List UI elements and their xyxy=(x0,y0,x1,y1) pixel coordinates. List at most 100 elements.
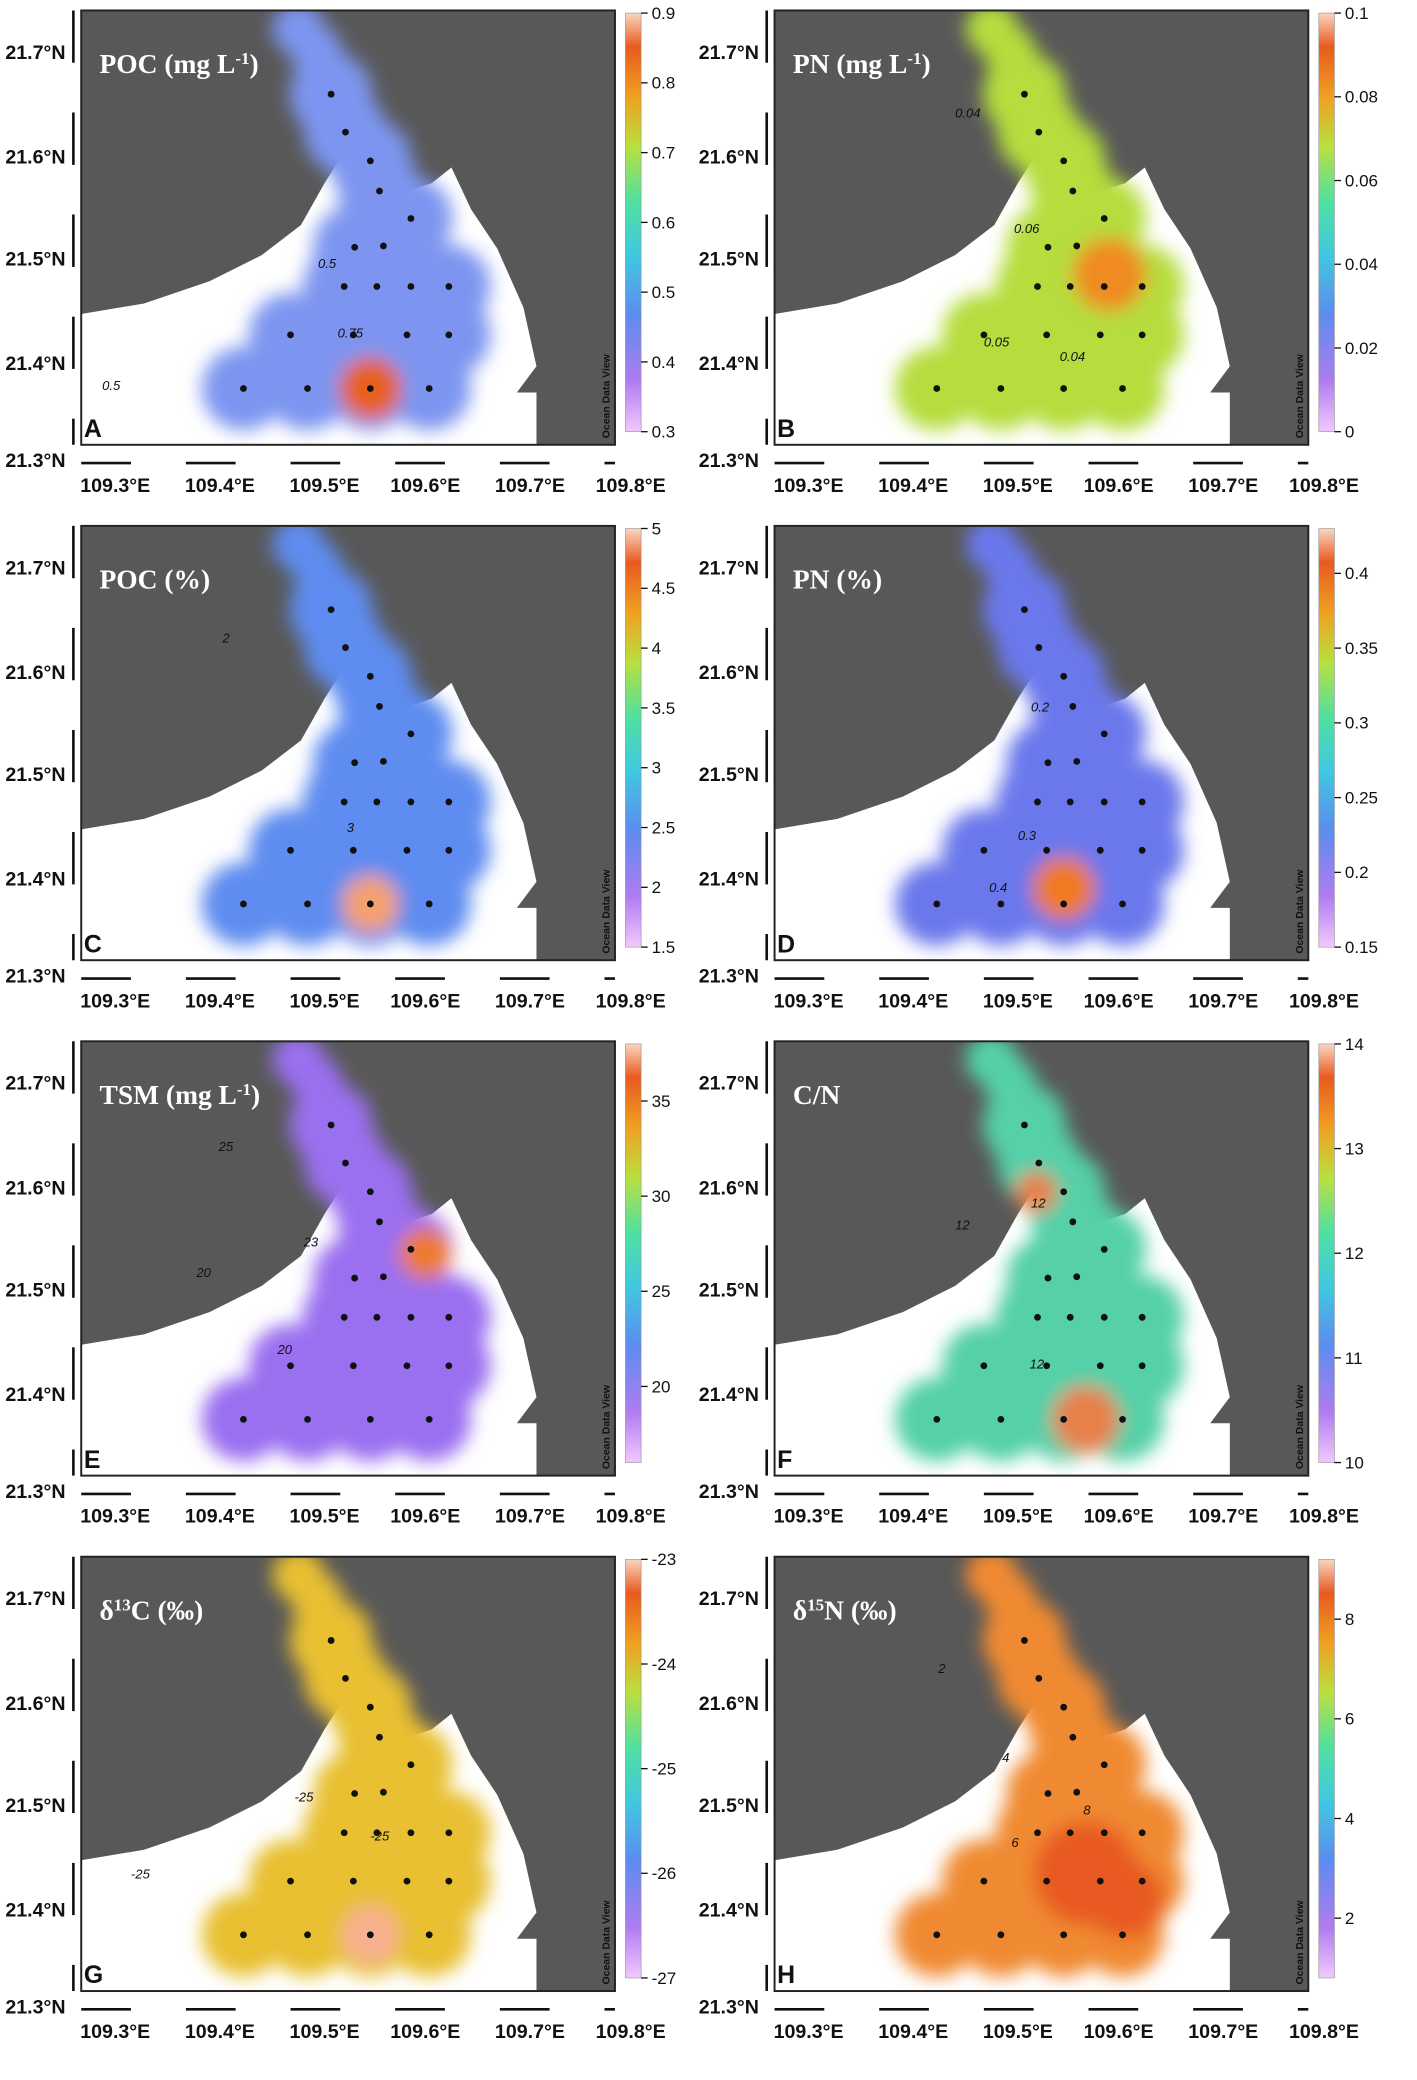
panel-letter: G xyxy=(84,1962,103,1989)
station xyxy=(407,730,415,738)
station xyxy=(1096,331,1104,339)
lon-tick-label: 109.3°E xyxy=(774,2021,844,2043)
station xyxy=(1043,331,1051,339)
lat-tick-label: 21.6°N xyxy=(699,1177,759,1199)
station xyxy=(1138,331,1146,339)
lon-tick-label: 109.5°E xyxy=(983,2021,1053,2043)
colorbar-tick-label: 0.04 xyxy=(1345,255,1378,274)
field xyxy=(894,1556,1185,1977)
title-text: TSM (mg L xyxy=(100,1080,237,1110)
colorbar-tick-label: 0.4 xyxy=(652,353,676,372)
station xyxy=(342,1159,349,1167)
station xyxy=(287,331,294,339)
lat-tick-label: 21.7°N xyxy=(5,1073,65,1095)
station xyxy=(1069,703,1077,710)
lon-tick-label: 109.5°E xyxy=(290,990,360,1012)
station xyxy=(1138,1362,1146,1370)
title-text: PN (%) xyxy=(793,565,882,595)
panel-title: C/N xyxy=(793,1080,840,1110)
station xyxy=(1035,1674,1043,1682)
station xyxy=(1096,846,1104,854)
title-text: ) xyxy=(921,49,930,79)
lon-tick-label: 109.5°E xyxy=(290,2021,360,2043)
panel-title: POC (mg L-1) xyxy=(100,49,259,80)
station xyxy=(933,1931,941,1939)
station xyxy=(1034,1829,1041,1837)
station xyxy=(1044,1274,1052,1282)
station xyxy=(351,1790,359,1797)
station xyxy=(445,798,453,806)
colorbar xyxy=(625,1043,642,1463)
panel-title: TSM (mg L-1) xyxy=(100,1080,261,1111)
map-frame xyxy=(773,9,1310,446)
lon-tick-label: 109.4°E xyxy=(878,1506,948,1528)
station xyxy=(407,1245,415,1253)
station xyxy=(1043,846,1051,854)
lat-tick-label: 21.6°N xyxy=(699,1693,759,1715)
map-frame xyxy=(80,524,616,962)
panel-letter: E xyxy=(84,1447,101,1474)
panel-title: δ13C (‰) xyxy=(100,1595,204,1626)
lat-tick-label: 21.4°N xyxy=(5,869,65,891)
station xyxy=(1035,644,1043,651)
station xyxy=(380,1788,387,1796)
station xyxy=(351,1274,359,1282)
watermark: Ocean Data View xyxy=(602,1384,613,1469)
station xyxy=(287,846,294,854)
station xyxy=(1138,798,1146,806)
colorbar-tick-label: 0.4 xyxy=(1345,564,1369,583)
lon-tick-label: 109.4°E xyxy=(185,2021,255,2043)
station xyxy=(980,846,988,854)
station xyxy=(1060,1415,1068,1423)
station xyxy=(445,1362,453,1370)
station xyxy=(1060,672,1068,680)
colorbar-tick-label: -23 xyxy=(652,1550,677,1569)
station xyxy=(1100,1829,1108,1837)
colorbar-tick-label: 0.7 xyxy=(652,144,676,163)
station xyxy=(1066,1313,1074,1321)
station xyxy=(349,331,357,339)
colorbar-tick-label: 20 xyxy=(652,1377,671,1396)
station xyxy=(327,90,335,98)
station xyxy=(1034,283,1041,290)
station xyxy=(407,798,415,806)
lon-tick-label: 109.8°E xyxy=(1289,990,1359,1012)
station xyxy=(997,1415,1005,1423)
station xyxy=(1066,283,1074,290)
title-text: δ xyxy=(793,1596,807,1626)
station xyxy=(1073,757,1081,765)
colorbar-tick-label: 0.25 xyxy=(1345,789,1378,808)
station xyxy=(425,385,433,392)
field-hotspot xyxy=(1032,856,1096,920)
station xyxy=(380,757,387,765)
station xyxy=(1060,1703,1068,1711)
station xyxy=(1021,606,1028,614)
contour-label: 0.04 xyxy=(955,106,980,121)
station xyxy=(366,900,374,908)
colorbar-tick-label: 13 xyxy=(1345,1139,1364,1158)
colorbar-tick-label: 0.3 xyxy=(652,423,676,442)
station xyxy=(327,1637,335,1644)
colorbar-tick-label: 0.15 xyxy=(1345,938,1378,957)
station xyxy=(1069,1733,1077,1741)
field-hotspot xyxy=(1085,1860,1165,1939)
lon-tick-label: 109.7°E xyxy=(1188,990,1258,1012)
lon-tick-label: 109.8°E xyxy=(596,475,666,497)
contour-label: 20 xyxy=(276,1342,292,1357)
colorbar xyxy=(625,12,642,433)
station xyxy=(403,1877,411,1885)
watermark: Ocean Data View xyxy=(602,353,613,438)
contour-label: 25 xyxy=(218,1139,234,1154)
contour-label: 0.3 xyxy=(1018,828,1037,843)
station xyxy=(933,1415,941,1423)
lat-tick-label: 21.7°N xyxy=(5,42,65,64)
lon-tick-label: 109.3°E xyxy=(774,1506,844,1528)
station xyxy=(373,283,381,290)
station xyxy=(1096,1362,1104,1370)
colorbar-tick-label: 0.08 xyxy=(1345,88,1378,107)
lon-tick-label: 109.3°E xyxy=(80,990,150,1012)
colorbar-tick-label: 8 xyxy=(1345,1610,1354,1629)
panel-letter: F xyxy=(777,1447,792,1474)
station xyxy=(380,1273,387,1281)
colorbar-tick-label: 0.6 xyxy=(652,213,676,232)
